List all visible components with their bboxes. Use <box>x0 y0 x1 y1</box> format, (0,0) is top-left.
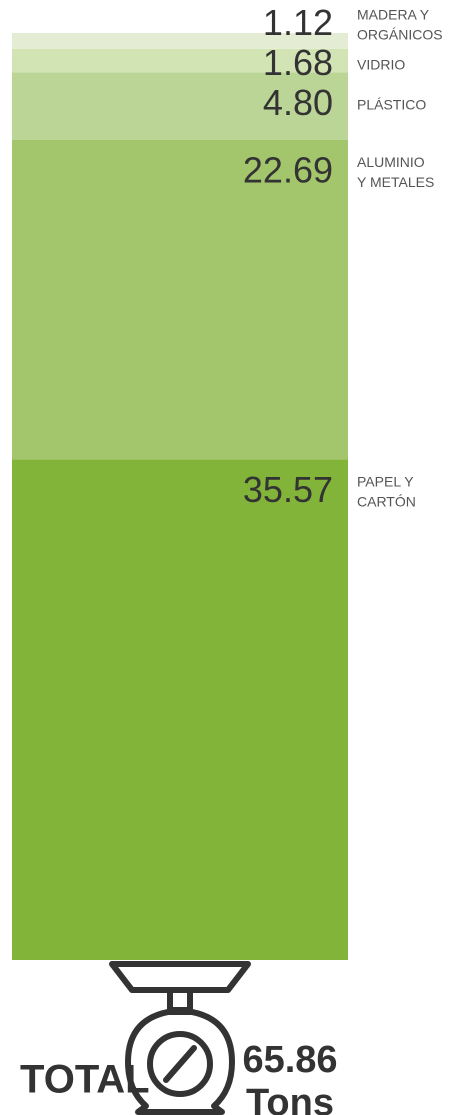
bar-segment <box>12 459 348 960</box>
category-label: MADERA Y ORGÁNICOS <box>357 6 443 42</box>
category-line: ORGÁNICOS <box>357 26 443 42</box>
scale-icon <box>109 961 251 1115</box>
total-value: 65.86 <box>242 1039 337 1081</box>
category-line: MADERA Y <box>357 6 430 22</box>
category-label: PLÁSTICO <box>357 96 426 112</box>
value-label: 35.57 <box>243 469 333 510</box>
category-line: CARTÓN <box>357 493 416 509</box>
total-unit: Tons <box>246 1082 334 1115</box>
category-line: PAPEL Y <box>357 473 414 489</box>
bar-segment <box>12 48 348 73</box>
value-label: 22.69 <box>243 149 333 190</box>
category-label: ALUMINIO Y METALES <box>357 154 434 190</box>
category-line: PLÁSTICO <box>357 96 426 112</box>
value-label: 1.12 <box>263 2 333 43</box>
category-label: PAPEL Y CARTÓN <box>357 473 416 509</box>
category-line: Y METALES <box>357 174 434 190</box>
bar-segment <box>12 72 348 140</box>
bar-segment <box>12 139 348 460</box>
category-line: ALUMINIO <box>357 154 425 170</box>
category-label: VIDRIO <box>357 56 405 72</box>
total-label: TOTAL <box>20 1058 150 1102</box>
category-line: VIDRIO <box>357 56 405 72</box>
value-label: 4.80 <box>263 82 333 123</box>
bar-segment <box>12 33 348 49</box>
